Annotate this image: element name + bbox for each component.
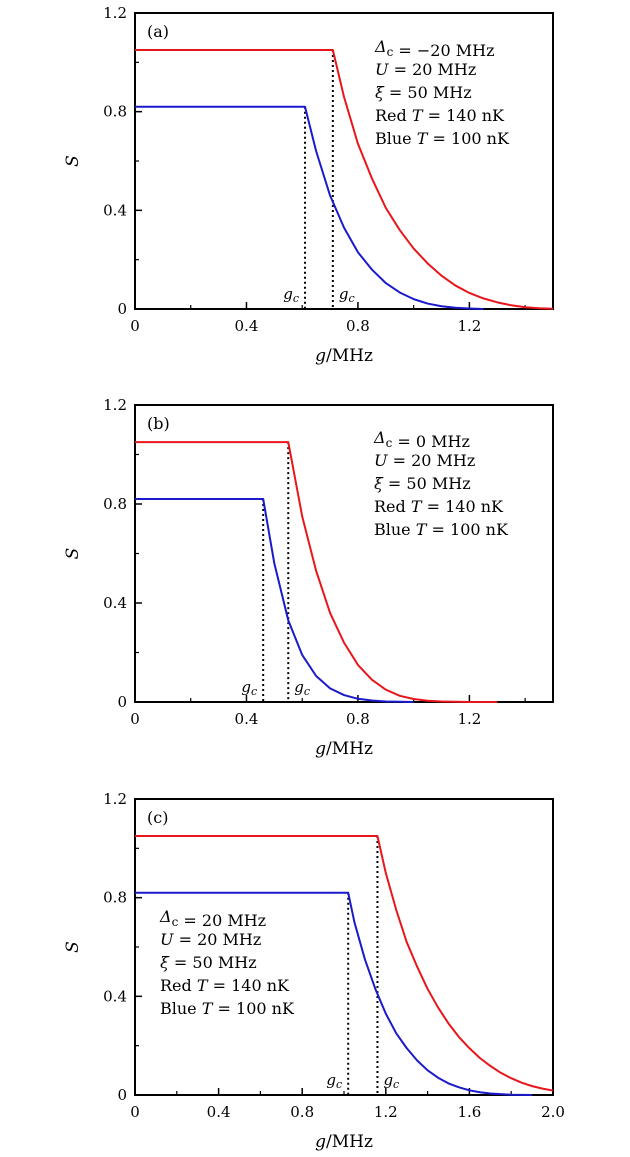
parameter-annotation: U = 20 MHz [374,451,475,470]
panel-label: (a) [147,22,169,41]
x-tick-label: 0 [130,317,140,335]
y-tick-label: 0.8 [103,103,127,121]
chart-panel-1: 0 0.4 0.8 1.2 0 0.4 0.8 1.2 g/MHz S (a) gc gc Δc = −2… [63,4,554,366]
y-tick-label: 0.8 [103,495,127,513]
y-tick-label: 0 [117,1086,127,1104]
y-tick-label: 0 [117,300,127,318]
x-tick-label: 0 [130,710,140,728]
series-line [135,441,498,703]
series-line [135,49,554,310]
critical-point-label: gc [241,678,257,698]
parameter-annotation: Blue T = 100 nK [375,129,510,148]
x-axis-label: g/MHz [315,346,373,366]
parameter-annotation: Red T = 140 nK [375,106,505,125]
parameter-annotation: Red T = 140 nK [374,497,504,516]
x-tick-label: 2.0 [541,1103,565,1121]
y-tick-label: 0.4 [103,594,127,612]
y-tick-label: 0.4 [103,201,127,219]
chart-panel-3: 0 0.4 0.8 1.2 0 0.4 0.8 1.2 1.6 2.0 g/MHz S (c) gc gc Δ… [63,790,565,1152]
y-tick-label: 1.2 [103,396,127,414]
x-axis-label: g/MHz [315,1132,373,1152]
x-tick-label: 0.4 [207,1103,231,1121]
panel-label: (c) [147,808,168,827]
parameter-annotation: Blue T = 100 nK [160,999,295,1018]
x-tick-label: 0.8 [290,1103,314,1121]
critical-point-label: gc [326,1071,342,1091]
x-tick-label: 0.4 [235,710,259,728]
panel-label: (b) [147,414,170,433]
y-tick-label: 0.4 [103,987,127,1005]
parameter-annotation: Δc = −20 MHz [374,37,495,60]
plot-frame [134,404,554,703]
parameter-annotation: Δc = 20 MHz [159,907,266,930]
y-tick-label: 1.2 [103,790,127,808]
x-tick-label: 1.2 [457,317,481,335]
parameter-annotation: Red T = 140 nK [160,976,290,995]
parameter-annotation: Δc = 0 MHz [373,428,470,451]
x-axis-label: g/MHz [315,739,373,759]
critical-point-label: gc [339,285,355,305]
series-line [135,105,484,310]
series-line [135,891,533,1096]
y-tick-label: 0 [117,693,127,711]
parameter-annotation: ξ = 50 MHz [374,474,471,493]
y-tick-label: 1.2 [103,4,127,22]
x-tick-label: 1.2 [374,1103,398,1121]
parameter-annotation: ξ = 50 MHz [160,953,257,972]
parameter-annotation: U = 20 MHz [160,930,261,949]
y-tick-label: 0.8 [103,889,127,907]
parameter-annotation: U = 20 MHz [375,60,476,79]
x-tick-label: 0 [130,1103,140,1121]
x-tick-label: 1.6 [457,1103,481,1121]
x-tick-label: 1.2 [457,710,481,728]
critical-point-label: gc [383,1071,399,1091]
critical-point-label: gc [283,285,299,305]
y-axis-label: S [63,155,83,167]
y-axis-label: S [63,548,83,560]
critical-point-label: gc [294,678,310,698]
parameter-annotation: Blue T = 100 nK [374,520,509,539]
series-line [135,835,554,1092]
x-tick-label: 0.4 [235,317,259,335]
x-tick-label: 0.8 [346,710,370,728]
x-tick-label: 0.8 [346,317,370,335]
parameter-annotation: ξ = 50 MHz [375,83,472,102]
y-axis-label: S [63,941,83,953]
chart-panel-2: 0 0.4 0.8 1.2 0 0.4 0.8 1.2 g/MHz S (b) gc gc Δc = 0 … [63,396,554,759]
series-line [135,498,414,703]
